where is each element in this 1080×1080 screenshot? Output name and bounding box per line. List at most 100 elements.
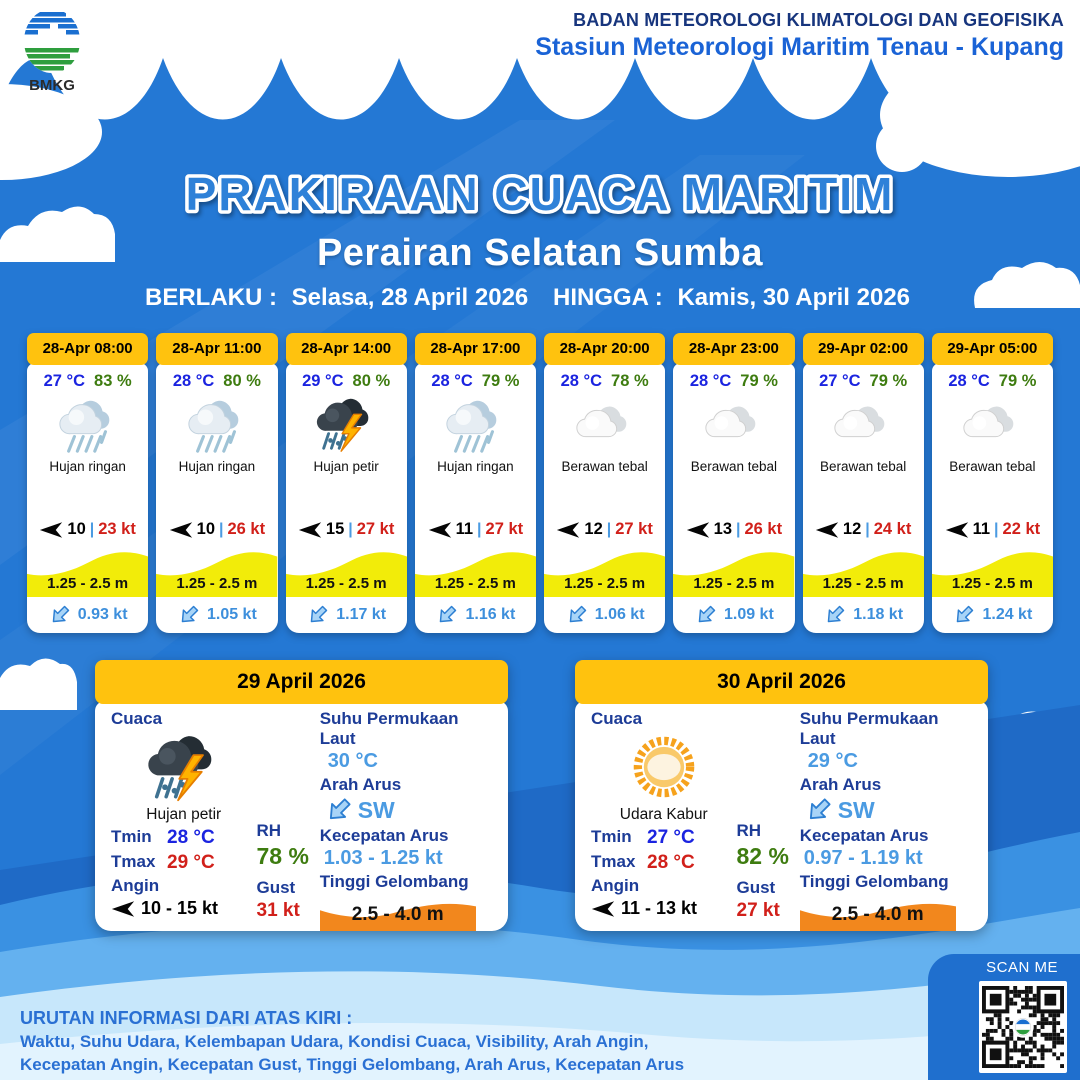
- sst-value: 29 °C: [807, 750, 858, 772]
- rain-cloud-icon: [444, 393, 506, 455]
- wind-direction-arrow-icon: [556, 521, 580, 539]
- current-speed: 1.05 kt: [206, 606, 257, 623]
- humidity: 80 %: [223, 372, 261, 390]
- wind-speed: 11: [972, 520, 991, 538]
- current-direction-arrow-icon: [435, 603, 459, 627]
- forecast-time-tab: 28-Apr 08:00: [27, 333, 149, 365]
- daily-condition: Udara Kabur: [619, 806, 708, 823]
- current-direction-arrow-icon: [694, 603, 718, 627]
- tmin-label: Tmin: [591, 827, 632, 846]
- wind-speed: 13: [713, 520, 732, 538]
- separator: |: [477, 520, 482, 538]
- daily-forecast-row: 29 April 2026 Cuaca Hujan petir Tmin 28 …: [95, 660, 988, 931]
- thunderstorm-icon: [315, 393, 377, 455]
- current-direction-arrow-icon: [306, 603, 330, 627]
- rh-value: 78 %: [256, 843, 309, 869]
- gust-value: 27 kt: [736, 900, 780, 921]
- forecast-time-tab: 28-Apr 20:00: [544, 333, 666, 365]
- tmax-label: Tmax: [111, 852, 156, 871]
- wind-speed: 12: [842, 520, 862, 538]
- qr-center-logo: [1014, 1017, 1032, 1037]
- forecast-time-tab: 28-Apr 23:00: [673, 333, 795, 365]
- wind-speed: 15: [325, 520, 345, 538]
- air-temperature: 28 °C: [172, 372, 215, 390]
- tmin-value: 27 °C: [647, 827, 695, 848]
- humidity: 79 %: [740, 372, 778, 390]
- wind-direction-arrow-icon: [591, 900, 615, 918]
- wind-speed: 10: [67, 520, 86, 538]
- wave-height: 1.25 - 2.5 m: [951, 575, 1033, 592]
- rain-cloud-icon: [186, 393, 248, 455]
- hourly-forecast-row: 28-Apr 08:00 27 °C 83 % Hujan ringan 10 | 2…: [27, 333, 1053, 633]
- wave-height-band: 1.25 - 2.5 m: [673, 545, 795, 597]
- wind-direction-arrow-icon: [945, 521, 969, 539]
- current-direction-arrow-icon: [804, 795, 834, 825]
- wind-gust: 23 kt: [98, 520, 136, 538]
- current-direction-arrow-icon: [823, 603, 847, 627]
- title-block: PRAKIRAAN CUACA MARITIM Perairan Selatan…: [0, 164, 1080, 275]
- valid-from: BERLAKU : Selasa, 28 April 2026: [145, 284, 528, 312]
- wave-height-band: 1.25 - 2.5 m: [544, 545, 666, 597]
- qr-code: [979, 981, 1067, 1073]
- wave-height-box: 2.5 - 4.0 m: [799, 896, 956, 931]
- wind-gust: 27 kt: [615, 520, 653, 538]
- kecepatan-arus-label: Kecepatan Arus: [319, 826, 449, 845]
- footer-line: Waktu, Suhu Udara, Kelembapan Udara, Kon…: [20, 1032, 649, 1051]
- valid-to: HINGGA : Kamis, 30 April 2026: [553, 284, 910, 312]
- current-speed-range: 1.03 - 1.25 kt: [323, 847, 443, 869]
- current-speed: 1.06 kt: [594, 606, 645, 623]
- current-speed: 0.93 kt: [77, 606, 128, 623]
- cuaca-label: Cuaca: [591, 709, 643, 728]
- rh-value: 82 %: [736, 843, 789, 869]
- current-speed: 1.24 kt: [982, 606, 1033, 623]
- agency-header: BADAN METEOROLOGI KLIMATOLOGI DAN GEOFIS…: [535, 10, 1064, 62]
- valid-from-label: BERLAKU :: [145, 284, 277, 311]
- daily-wind-speed: 11 - 13 kt: [621, 898, 698, 918]
- footer-heading: URUTAN INFORMASI DARI ATAS KIRI :: [20, 1008, 353, 1028]
- wave-height-band: 1.25 - 2.5 m: [156, 545, 278, 597]
- tmax-value: 29 °C: [167, 852, 215, 873]
- current-speed: 1.16 kt: [465, 606, 516, 623]
- tmax-value: 28 °C: [647, 852, 695, 873]
- wind-direction-arrow-icon: [815, 521, 839, 539]
- daily-card: 30 April 2026 Cuaca Udara Kabur Tmin 27 …: [575, 660, 988, 931]
- daily-wind-speed: 10 - 15 kt: [141, 898, 219, 918]
- wave-height-band: 1.25 - 2.5 m: [27, 545, 149, 597]
- wave-height-box: 2.5 - 4.0 m: [319, 896, 476, 931]
- area-title: Perairan Selatan Sumba: [316, 232, 764, 274]
- gust-label: Gust: [736, 878, 776, 897]
- arah-arus-label: Arah Arus: [799, 775, 882, 794]
- rh-label: RH: [256, 821, 282, 840]
- current-direction-arrow-icon: [565, 603, 589, 627]
- sst-label: Suhu Permukaan Laut: [799, 709, 939, 748]
- air-temperature: 28 °C: [560, 372, 603, 390]
- hourly-card: 28-Apr 23:00 28 °C 79 % Berawan tebal 13 |…: [673, 333, 795, 633]
- wave-height: 1.25 - 2.5 m: [564, 575, 646, 592]
- air-temperature: 28 °C: [948, 372, 990, 390]
- air-temperature: 28 °C: [431, 372, 473, 390]
- wave-height: 1.25 - 2.5 m: [47, 575, 129, 592]
- forecast-time-tab: 28-Apr 14:00: [285, 333, 407, 365]
- current-speed: 1.18 kt: [853, 606, 904, 623]
- humidity: 79 %: [869, 372, 908, 390]
- wave-height: 1.25 - 2.5 m: [305, 575, 387, 592]
- sst-label: Suhu Permukaan Laut: [319, 709, 459, 748]
- tinggi-gelombang-label: Tinggi Gelombang: [799, 872, 949, 891]
- daily-card: 29 April 2026 Cuaca Hujan petir Tmin 28 …: [95, 660, 508, 931]
- separator: |: [348, 520, 353, 538]
- hourly-card: 28-Apr 17:00 28 °C 79 % Hujan ringan 11 | 2…: [414, 333, 536, 633]
- hourly-card: 29-Apr 02:00 27 °C 79 % Berawan tebal 12 |…: [802, 333, 924, 633]
- wind-gust: 26 kt: [744, 520, 783, 538]
- humidity: 79 %: [998, 372, 1037, 390]
- separator: |: [89, 520, 95, 538]
- daily-condition: Hujan petir: [146, 806, 222, 823]
- wave-height-band: 1.25 - 2.5 m: [802, 545, 924, 597]
- weather-condition: Berawan tebal: [690, 459, 778, 474]
- wind-speed: 11: [455, 520, 474, 538]
- humidity: 79 %: [481, 372, 520, 390]
- hourly-card: 29-Apr 05:00 28 °C 79 % Berawan tebal 11 |…: [931, 333, 1053, 633]
- tmin-value: 28 °C: [167, 827, 215, 848]
- tmin-label: Tmin: [111, 827, 152, 846]
- hazy-sun-icon: [626, 729, 702, 805]
